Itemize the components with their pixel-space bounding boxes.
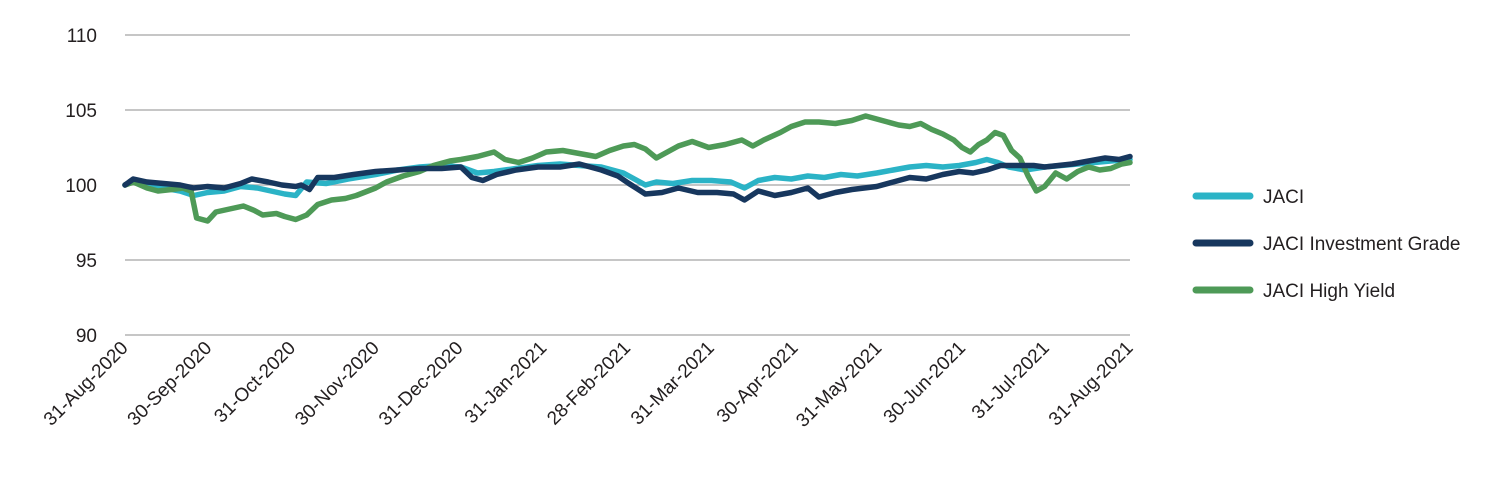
y-tick-label: 90 bbox=[76, 326, 97, 347]
y-tick-label: 110 bbox=[67, 26, 97, 47]
x-tick-label: 30-Sep-2020 bbox=[124, 338, 217, 431]
x-tick-label: 30-Apr-2021 bbox=[713, 338, 803, 428]
y-tick-label: 100 bbox=[65, 176, 97, 197]
series-lines bbox=[122, 113, 1133, 224]
legend-label: JACI bbox=[1263, 187, 1304, 208]
legend-item: JACI Investment Grade bbox=[1192, 234, 1460, 255]
x-axis: 31-Aug-202030-Sep-202031-Oct-202030-Nov-… bbox=[40, 338, 1138, 432]
x-tick-label: 31-Aug-2020 bbox=[40, 338, 133, 431]
series-line bbox=[122, 113, 1133, 224]
x-tick-label: 28-Feb-2021 bbox=[543, 338, 635, 430]
x-tick-label: 30-Jun-2021 bbox=[880, 338, 970, 428]
x-tick-label: 31-Jul-2021 bbox=[968, 338, 1054, 424]
x-tick-label: 31-May-2021 bbox=[792, 338, 886, 432]
x-tick-label: 31-Dec-2020 bbox=[375, 338, 468, 431]
legend: JACI JACI Investment Grade JACI High Yield bbox=[1192, 187, 1460, 302]
x-tick-label: 31-Jan-2021 bbox=[461, 338, 551, 428]
y-tick-label: 95 bbox=[76, 251, 97, 272]
y-tick-label: 105 bbox=[65, 101, 97, 122]
y-axis: 90 95 100 105 110 bbox=[65, 26, 97, 347]
legend-label: JACI Investment Grade bbox=[1263, 234, 1460, 255]
legend-label: JACI High Yield bbox=[1263, 281, 1395, 302]
x-tick-label: 30-Nov-2020 bbox=[291, 338, 384, 431]
x-tick-label: 31-Oct-2020 bbox=[210, 338, 300, 428]
legend-item: JACI bbox=[1192, 187, 1304, 208]
series-line bbox=[122, 153, 1133, 203]
x-tick-label: 31-Aug-2021 bbox=[1045, 338, 1138, 431]
legend-item: JACI High Yield bbox=[1192, 281, 1395, 302]
series-line bbox=[122, 156, 1133, 199]
x-tick-label: 31-Mar-2021 bbox=[627, 338, 719, 430]
